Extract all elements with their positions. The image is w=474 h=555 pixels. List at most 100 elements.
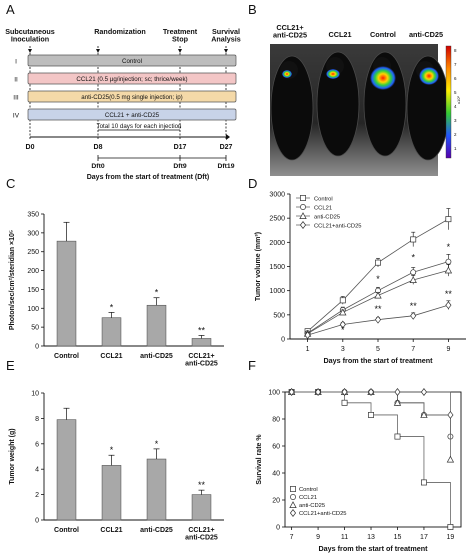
data-point (341, 388, 348, 396)
x-tick-label: 9 (316, 534, 320, 541)
significance-marker: * (110, 302, 114, 312)
data-point (341, 399, 348, 406)
y-tick-label: 80 (272, 417, 280, 424)
group-bar (27, 108, 237, 121)
legend-label: anti-CD25 (299, 503, 325, 509)
x-axis-label: Days from the start of treatment (323, 356, 433, 365)
data-point (393, 398, 402, 406)
data-point (394, 433, 401, 440)
y-tick-label: 1000 (269, 288, 285, 295)
legend-label: Control (299, 487, 318, 493)
y-tick-label: 10 (31, 391, 39, 398)
y-tick-label: 100 (268, 390, 280, 397)
panel-letter-d: D (248, 176, 257, 191)
stage-label: Randomization (94, 27, 146, 36)
day-label: D27 (220, 144, 233, 151)
data-point (445, 301, 452, 310)
panel-letter-f: F (248, 358, 256, 373)
data-point (315, 388, 322, 396)
group-bar-label: CCL21 + anti-CD25 (105, 112, 160, 119)
data-point (445, 258, 452, 265)
colorbar-tick-label: 7 (454, 62, 457, 67)
x-tick-label: 9 (446, 346, 450, 353)
colorbar-tick-label: 5 (454, 90, 457, 95)
x-tick-label: CCL21+ anti-CD25 (185, 353, 218, 367)
panel-letter-a: A (6, 2, 15, 17)
colorbar-unit: x10⁶ (456, 96, 461, 104)
y-tick-label: 100 (27, 306, 39, 313)
y-tick-label: 2000 (269, 240, 285, 247)
colorbar-tick-label: 2 (454, 132, 457, 137)
day-label: D8 (94, 144, 103, 151)
data-point (410, 236, 417, 243)
data-point (394, 388, 401, 396)
mouse-group-label: CCL21 (328, 30, 351, 39)
panel-c-bar-chart: 0 50 100 150 200 250 300 350 Photon/sec/cm²/ster… (9, 212, 224, 367)
group-bar-label: anti-CD25(0.5 mg single injection; ip) (81, 94, 182, 101)
bar (56, 419, 77, 521)
panel-f-survival-chart: 0 20 40 60 80 100 7 9 11 13 15 17 19 Days from the st… (256, 388, 462, 553)
panel-b-imaging: CCL21+ anti-CD25 CCL21 Control anti-CD25 8 7 6 5… (270, 23, 461, 176)
data-point (420, 479, 427, 486)
data-point (374, 291, 382, 299)
legend-label: Control (314, 196, 333, 202)
group-bar (27, 72, 237, 85)
y-tick-label: 20 (272, 498, 280, 505)
panel-e-bar-chart: 0 2 4 6 8 10 Tumor weight (g) Control * CCL21 * ant… (9, 391, 224, 541)
colorbar-tick-label: 4 (454, 104, 457, 109)
group-bar-label: CCL21 (0.5 µg/injection; sc; thrice/week… (76, 76, 187, 83)
legend-marker (300, 204, 306, 210)
dft-axis-title: Days from the start of treatment (Dft) (87, 174, 210, 181)
data-point (410, 269, 417, 276)
legend-marker (290, 486, 296, 492)
significance-marker: * (155, 288, 159, 298)
y-tick-label: 8 (35, 416, 39, 423)
data-point (374, 315, 382, 324)
y-axis-label: Tumor volume (mm³) (255, 232, 262, 301)
legend-marker (300, 195, 306, 201)
y-tick-label: 60 (272, 444, 280, 451)
significance-marker: * (110, 445, 114, 455)
data-point (339, 308, 347, 316)
significance-marker: ** (410, 301, 418, 311)
data-point (339, 297, 346, 304)
dft-label: Dft0 (91, 163, 104, 170)
signal-spot (370, 66, 396, 90)
dft-label: Dft19 (218, 163, 235, 170)
bar (56, 240, 77, 347)
data-point (445, 216, 452, 223)
significance-marker: ** (445, 289, 453, 299)
bar (101, 317, 122, 347)
significance-marker: * (411, 253, 415, 263)
data-point (446, 455, 455, 463)
y-axis-label: Photon/sec/cm²/steridian ×10⁵ (9, 230, 16, 330)
x-tick-label: 13 (367, 534, 375, 541)
group-roman-label: II (14, 77, 18, 84)
y-axis-label: Tumor weight (g) (9, 428, 16, 484)
y-axis-label: Survival rate % (256, 434, 263, 485)
data-point (410, 311, 417, 320)
y-tick-label: 250 (27, 249, 39, 256)
data-point (339, 320, 346, 329)
x-tick-label: CCL21 (100, 527, 122, 534)
y-tick-label: 0 (276, 525, 280, 532)
group-roman-label: I (15, 59, 17, 66)
significance-marker: * (341, 325, 345, 335)
stage-arrow (28, 49, 32, 53)
signal-spot (282, 70, 292, 78)
legend-label: CCL21 (299, 495, 317, 501)
panel-letter-b: B (248, 2, 257, 17)
significance-marker: * (447, 242, 451, 252)
data-point (420, 411, 428, 418)
group-roman-label: III (13, 95, 19, 102)
data-point (304, 331, 311, 340)
data-point (447, 410, 454, 419)
stage-arrow (96, 49, 100, 53)
signal-spot (419, 67, 439, 85)
survival-step-line (291, 391, 451, 460)
legend-label: CCL21+anti-CD25 (299, 511, 347, 517)
x-tick-label: CCL21+ anti-CD25 (185, 527, 218, 541)
colorbar-tick-label: 6 (454, 76, 457, 81)
y-tick-label: 1500 (269, 264, 285, 271)
data-point (288, 388, 295, 396)
